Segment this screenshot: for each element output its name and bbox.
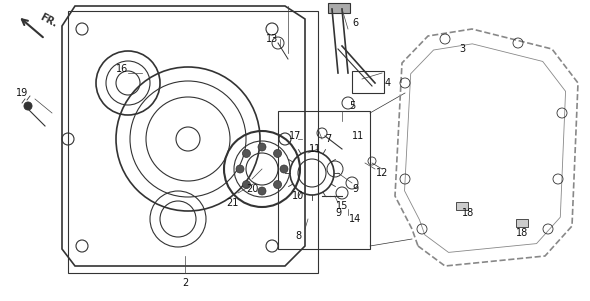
Text: 8: 8 — [295, 231, 301, 241]
Text: 7: 7 — [325, 134, 331, 144]
Bar — [278, 111, 370, 249]
Text: FR.: FR. — [38, 12, 58, 29]
Text: 15: 15 — [336, 201, 348, 211]
Bar — [68, 11, 318, 273]
Text: 6: 6 — [352, 18, 358, 28]
Text: 16: 16 — [116, 64, 128, 74]
Bar — [516, 219, 528, 227]
Text: 5: 5 — [349, 101, 355, 111]
Bar — [456, 202, 468, 210]
Text: 11: 11 — [309, 144, 321, 154]
Text: 11: 11 — [352, 131, 364, 141]
Text: 20: 20 — [246, 184, 258, 194]
Bar — [352, 71, 384, 93]
Text: 21: 21 — [226, 198, 238, 208]
Circle shape — [258, 143, 266, 151]
Text: 13: 13 — [266, 34, 278, 44]
Text: 17: 17 — [289, 131, 301, 141]
Text: 19: 19 — [16, 88, 28, 98]
Text: 10: 10 — [292, 191, 304, 201]
Circle shape — [24, 102, 32, 110]
Circle shape — [242, 181, 250, 188]
Text: 9: 9 — [352, 184, 358, 194]
Circle shape — [274, 149, 281, 157]
Circle shape — [258, 187, 266, 195]
Circle shape — [274, 181, 281, 188]
Text: 18: 18 — [462, 208, 474, 218]
Text: 12: 12 — [376, 168, 388, 178]
Circle shape — [280, 165, 288, 173]
Text: 4: 4 — [385, 78, 391, 88]
Text: 14: 14 — [349, 214, 361, 224]
Text: 2: 2 — [182, 278, 188, 288]
Circle shape — [236, 165, 244, 173]
Text: 9: 9 — [335, 208, 341, 218]
Text: 3: 3 — [459, 44, 465, 54]
Text: 18: 18 — [516, 228, 528, 238]
Bar — [328, 3, 350, 13]
Circle shape — [242, 149, 250, 157]
